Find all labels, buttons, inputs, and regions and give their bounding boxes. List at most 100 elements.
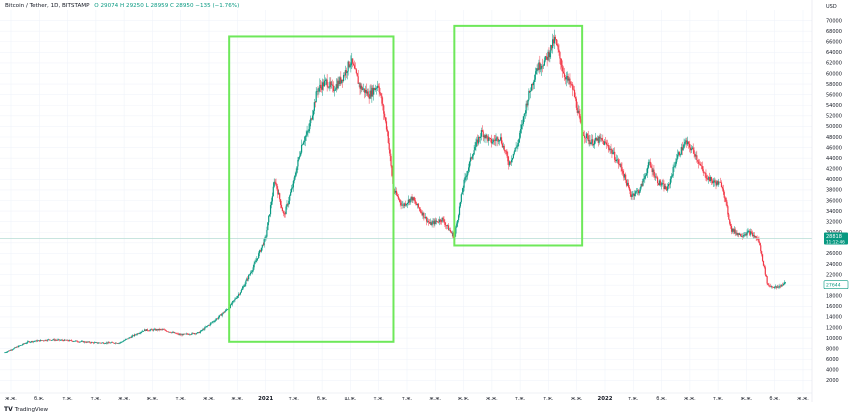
candle-body-up bbox=[79, 341, 81, 343]
candle-body-up bbox=[432, 221, 434, 223]
candle-body-up bbox=[20, 345, 22, 346]
candle-body-down bbox=[604, 141, 607, 143]
candle-body-up bbox=[612, 153, 614, 154]
candle-body-down bbox=[280, 204, 283, 208]
candle-body-down bbox=[282, 211, 284, 214]
candle-body-up bbox=[233, 300, 235, 301]
candle-body-up bbox=[773, 286, 776, 288]
candle-body-down bbox=[166, 331, 168, 333]
candle-body-up bbox=[636, 190, 639, 191]
candle-body-up bbox=[190, 334, 192, 335]
candle-body-up bbox=[138, 333, 140, 334]
candle-body-up bbox=[205, 326, 207, 328]
candle-body-up bbox=[289, 195, 291, 201]
candle-body-up bbox=[81, 341, 84, 342]
candle-body-down bbox=[630, 194, 632, 198]
candle-body-down bbox=[353, 63, 355, 66]
candle-body-up bbox=[640, 183, 642, 188]
candle-body-down bbox=[548, 51, 550, 58]
candle-body-up bbox=[591, 139, 593, 143]
candle-body-up bbox=[253, 263, 255, 268]
candle-body-up bbox=[145, 329, 148, 331]
candle-body-down bbox=[558, 49, 560, 53]
candle-body-up bbox=[302, 142, 305, 145]
candle-body-up bbox=[69, 340, 71, 342]
candle-body-down bbox=[526, 103, 528, 106]
candle-body-down bbox=[578, 110, 580, 115]
candle-body-up bbox=[457, 215, 460, 221]
candle-body-up bbox=[514, 147, 516, 152]
candle-body-down bbox=[651, 167, 653, 173]
candle-body-up bbox=[286, 203, 288, 207]
price-tick-label: 54000 bbox=[826, 103, 842, 109]
candle-body-down bbox=[729, 219, 731, 224]
tradingview-brand-text: TradingView bbox=[14, 406, 48, 413]
price-marker-badge bbox=[823, 280, 849, 290]
candle-body-down bbox=[418, 207, 420, 209]
candle-body-down bbox=[327, 86, 329, 88]
candle-body-down bbox=[146, 329, 148, 331]
candle-body-down bbox=[70, 340, 72, 341]
price-tick-label: 60000 bbox=[826, 71, 842, 77]
candle-body-down bbox=[259, 250, 262, 252]
candle-body-up bbox=[101, 342, 103, 344]
candle-body-down bbox=[176, 333, 179, 335]
candle-body-down bbox=[688, 143, 691, 148]
candle-body-down bbox=[368, 97, 370, 99]
candle-body-up bbox=[740, 236, 743, 237]
candle-body-up bbox=[590, 142, 592, 145]
time-tick-label: ж.ж. bbox=[486, 397, 498, 402]
candle-body-up bbox=[126, 338, 128, 340]
symbol-header[interactable]: Bitcoin / Tether, 1D, BITSTAMP O 29074 H… bbox=[5, 3, 240, 9]
candle-body-down bbox=[332, 84, 334, 86]
candle-body-down bbox=[719, 181, 721, 183]
candle-body-up bbox=[162, 329, 164, 330]
candle-body-down bbox=[91, 342, 94, 343]
candle-body-up bbox=[459, 201, 462, 207]
candle-body-up bbox=[239, 292, 242, 295]
candle-body-up bbox=[136, 333, 138, 335]
candle-body-up bbox=[646, 173, 648, 176]
candle-body-up bbox=[451, 232, 453, 234]
candle-body-up bbox=[132, 335, 134, 337]
symbol-name: Bitcoin / Tether bbox=[5, 3, 48, 9]
candle-body-down bbox=[317, 90, 319, 92]
candle-body-up bbox=[530, 90, 532, 92]
candle-body-up bbox=[301, 144, 304, 146]
candle-body-down bbox=[450, 231, 452, 234]
candle-body-down bbox=[678, 152, 681, 156]
tradingview-branding[interactable]: TV TradingView bbox=[4, 406, 48, 413]
candle-body-down bbox=[714, 180, 716, 183]
candle-body-down bbox=[654, 176, 656, 178]
candle-body-up bbox=[533, 79, 535, 83]
candle-body-up bbox=[325, 79, 327, 81]
price-tick-label: 16000 bbox=[826, 304, 842, 310]
candle-body-down bbox=[108, 342, 110, 343]
candle-body-down bbox=[556, 43, 558, 46]
candle-body-down bbox=[623, 173, 625, 178]
candle-body-up bbox=[638, 191, 640, 194]
candle-body-up bbox=[635, 191, 637, 195]
candle-body-up bbox=[143, 329, 146, 331]
candle-body-up bbox=[48, 339, 50, 341]
candle-body-down bbox=[765, 274, 767, 277]
candle-body-down bbox=[653, 169, 655, 177]
candle-body-up bbox=[461, 192, 463, 195]
time-tick-label: т.ж. bbox=[176, 397, 186, 402]
candle-body-down bbox=[195, 333, 197, 335]
candle-body-up bbox=[260, 247, 263, 252]
candle-body-down bbox=[763, 265, 765, 268]
candle-body-down bbox=[419, 208, 421, 212]
candle-body-down bbox=[39, 340, 41, 342]
candle-body-down bbox=[710, 177, 713, 181]
candle-body-down bbox=[15, 347, 17, 348]
candle-body-up bbox=[38, 340, 40, 341]
candle-body-up bbox=[634, 194, 636, 196]
candle-body-up bbox=[59, 340, 62, 341]
candle-body-up bbox=[57, 339, 59, 341]
candle-body-up bbox=[566, 76, 568, 78]
candle-body-up bbox=[646, 167, 649, 174]
price-tick-label: 10000 bbox=[826, 336, 842, 342]
candle-body-up bbox=[255, 260, 257, 262]
